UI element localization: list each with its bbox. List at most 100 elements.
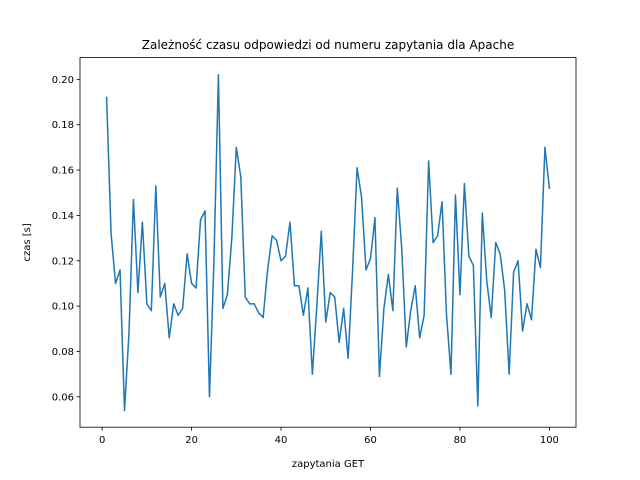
data-point [199,219,202,221]
data-point [293,285,296,287]
data-point [231,237,233,239]
data-point [513,271,515,273]
data-point [504,289,506,291]
data-point [356,167,358,169]
data-point [369,257,372,260]
y-tick-label: 0.20 [52,75,74,86]
data-series-line [105,74,551,412]
x-axis-label: zapytania GET [292,459,365,470]
data-point [155,185,157,187]
data-point [490,316,492,319]
data-point [262,316,264,319]
data-point [114,282,117,285]
data-point [240,176,242,178]
data-point [316,305,318,307]
data-point [208,396,211,398]
x-tick-label: 60 [364,435,377,446]
data-point [428,160,430,162]
data-point [329,291,331,294]
data-point [137,291,139,294]
data-point [468,255,470,257]
data-point [307,287,309,289]
plot-frame [79,57,577,428]
data-point [302,314,304,316]
data-point [222,307,224,309]
y-tick-label: 0.18 [52,120,74,131]
data-point [445,314,448,316]
data-point [392,310,394,312]
chart-title: Zależność czasu odpowiedzi od numeru zap… [142,38,514,52]
x-tick-label: 0 [99,435,105,446]
data-point [517,260,519,262]
data-point [401,248,403,251]
data-point [258,312,260,314]
x-axis-ticks: 0 20 40 60 80 100 [99,427,559,446]
data-point [320,230,322,232]
data-point [338,341,340,343]
data-point [526,303,528,305]
data-point [374,217,376,219]
data-point [280,260,282,262]
data-point [311,373,313,375]
data-point [217,74,220,76]
data-point [132,198,135,201]
data-point [213,260,215,262]
data-point [106,96,108,99]
data-point [325,321,327,323]
data-point [110,232,112,235]
data-point [298,285,300,287]
data-point [481,212,483,214]
data-point [459,294,461,296]
data-point [275,239,278,241]
data-point [347,357,349,359]
data-point [378,375,381,378]
data-point [271,235,273,237]
data-point [343,307,345,309]
data-point [535,248,537,251]
data-point [190,282,193,285]
x-tick-label: 80 [454,435,467,446]
data-point [253,303,255,305]
data-point [159,296,161,298]
data-point [195,287,197,289]
data-point [405,346,407,348]
data-point [396,187,398,189]
data-point [168,337,170,339]
data-point [289,221,291,223]
data-point [177,314,179,316]
data-points [106,74,550,412]
data-point [472,264,474,266]
data-point [441,201,443,203]
data-point [548,187,550,189]
y-tick-label: 0.06 [52,392,74,403]
data-point [235,146,237,148]
x-tick-label: 100 [540,435,559,446]
data-point [141,221,143,223]
data-point [128,332,130,334]
data-point [486,280,488,282]
data-point [410,310,412,312]
data-point [521,330,524,332]
data-point [186,253,188,255]
y-axis-ticks: 0.06 0.08 0.10 0.12 0.14 0.16 0.18 0.20 [52,75,80,403]
data-point [432,242,434,244]
data-point [164,282,166,285]
data-point [477,405,479,407]
data-point [463,183,466,185]
data-point [436,235,439,237]
y-axis-label: czas [s] [22,223,33,261]
plot-area [80,57,576,428]
y-tick-label: 0.12 [52,256,74,267]
data-point [383,307,385,309]
data-point [352,269,354,271]
data-point [146,303,148,305]
data-point [267,269,269,271]
data-point [284,255,287,257]
data-point [173,303,175,305]
data-point [499,253,501,255]
data-point [150,310,152,312]
data-point [360,196,363,198]
data-point [182,307,184,309]
data-point [450,373,452,375]
